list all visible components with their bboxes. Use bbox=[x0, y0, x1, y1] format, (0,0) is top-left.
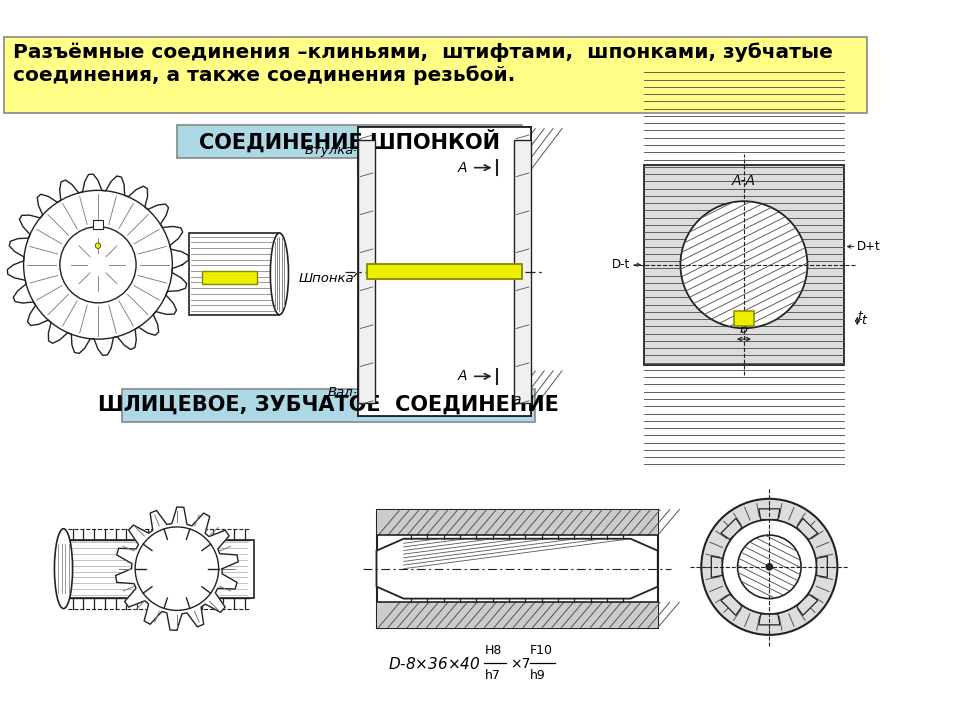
Text: b: b bbox=[740, 323, 748, 336]
Circle shape bbox=[737, 535, 801, 598]
Text: Шпонка: Шпонка bbox=[299, 272, 354, 285]
Polygon shape bbox=[376, 539, 658, 598]
Text: t: t bbox=[861, 315, 866, 328]
Text: $D$-8×36×40: $D$-8×36×40 bbox=[388, 656, 481, 672]
Bar bbox=[515, 140, 531, 402]
Polygon shape bbox=[817, 557, 828, 577]
Circle shape bbox=[95, 243, 101, 248]
Text: A-A: A-A bbox=[732, 174, 756, 188]
Bar bbox=[734, 311, 754, 325]
Text: t: t bbox=[857, 310, 862, 323]
Polygon shape bbox=[758, 614, 780, 625]
Text: ШЛИЦЕВОЕ, ЗУБЧАТОЕ  СОЕДИНЕНИЕ: ШЛИЦЕВОЕ, ЗУБЧАТОЕ СОЕДИНЕНИЕ bbox=[98, 395, 559, 415]
Polygon shape bbox=[758, 509, 780, 520]
Text: D-t: D-t bbox=[612, 258, 631, 271]
Text: СОЕДИНЕНИЕ ШПОНКОЙ: СОЕДИНЕНИЕ ШПОНКОЙ bbox=[199, 130, 500, 153]
Bar bbox=[177, 125, 521, 158]
Text: ×7: ×7 bbox=[510, 657, 530, 671]
Circle shape bbox=[681, 201, 807, 328]
Text: h9: h9 bbox=[530, 670, 545, 683]
Bar bbox=[123, 389, 536, 422]
Text: h7: h7 bbox=[485, 670, 500, 683]
Polygon shape bbox=[797, 594, 818, 616]
Bar bbox=[368, 264, 521, 279]
Bar bbox=[93, 220, 104, 229]
Circle shape bbox=[702, 499, 837, 635]
Ellipse shape bbox=[55, 528, 73, 608]
Text: a: a bbox=[513, 392, 521, 407]
Polygon shape bbox=[711, 557, 722, 577]
Circle shape bbox=[60, 227, 136, 303]
Bar bbox=[358, 369, 531, 416]
Text: H8: H8 bbox=[485, 644, 502, 657]
Polygon shape bbox=[721, 518, 742, 539]
Text: F10: F10 bbox=[530, 644, 553, 657]
Bar bbox=[4, 37, 867, 113]
Text: D+t: D+t bbox=[857, 240, 881, 253]
Circle shape bbox=[766, 564, 773, 570]
Bar bbox=[203, 271, 256, 284]
Bar bbox=[358, 140, 374, 402]
Text: Разъёмные соединения –клиньями,  штифтами,  шпонками, зубчатые
соединения, а так: Разъёмные соединения –клиньями, штифтами… bbox=[12, 42, 832, 85]
Bar bbox=[376, 510, 658, 535]
Polygon shape bbox=[115, 507, 238, 630]
Polygon shape bbox=[721, 594, 742, 616]
Bar bbox=[358, 127, 531, 174]
Text: Вал: Вал bbox=[328, 386, 354, 399]
Bar bbox=[358, 127, 531, 416]
Circle shape bbox=[722, 520, 817, 614]
Bar bbox=[644, 165, 844, 364]
Bar bbox=[63, 539, 254, 598]
Polygon shape bbox=[8, 174, 188, 356]
Text: Втулка: Втулка bbox=[304, 144, 354, 157]
Ellipse shape bbox=[271, 233, 289, 315]
Bar bbox=[376, 602, 658, 628]
Text: A: A bbox=[458, 161, 468, 175]
Bar bbox=[376, 510, 658, 628]
Text: A: A bbox=[458, 369, 468, 383]
Bar bbox=[189, 233, 279, 315]
Polygon shape bbox=[797, 518, 818, 539]
